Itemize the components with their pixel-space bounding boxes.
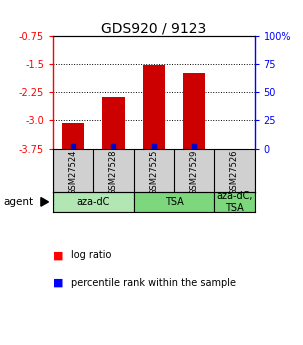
Text: ■: ■ <box>53 250 64 260</box>
Text: GSM27528: GSM27528 <box>109 150 118 195</box>
Bar <box>214 191 255 212</box>
Text: GSM27529: GSM27529 <box>190 150 198 195</box>
Text: GSM27524: GSM27524 <box>69 150 78 195</box>
Bar <box>183 72 205 149</box>
Text: GSM27525: GSM27525 <box>149 150 158 195</box>
Text: aza-dC,
TSA: aza-dC, TSA <box>216 191 253 213</box>
Text: ■: ■ <box>53 278 64 288</box>
Text: percentile rank within the sample: percentile rank within the sample <box>71 278 236 288</box>
Text: TSA: TSA <box>165 197 183 207</box>
Text: log ratio: log ratio <box>71 250 112 260</box>
Bar <box>53 191 134 212</box>
Title: GDS920 / 9123: GDS920 / 9123 <box>101 21 206 35</box>
Bar <box>134 191 214 212</box>
Bar <box>62 124 84 149</box>
Text: agent: agent <box>3 197 33 207</box>
Bar <box>143 65 165 149</box>
Text: aza-dC: aza-dC <box>77 197 110 207</box>
Bar <box>102 97 125 149</box>
Text: GSM27526: GSM27526 <box>230 150 239 195</box>
